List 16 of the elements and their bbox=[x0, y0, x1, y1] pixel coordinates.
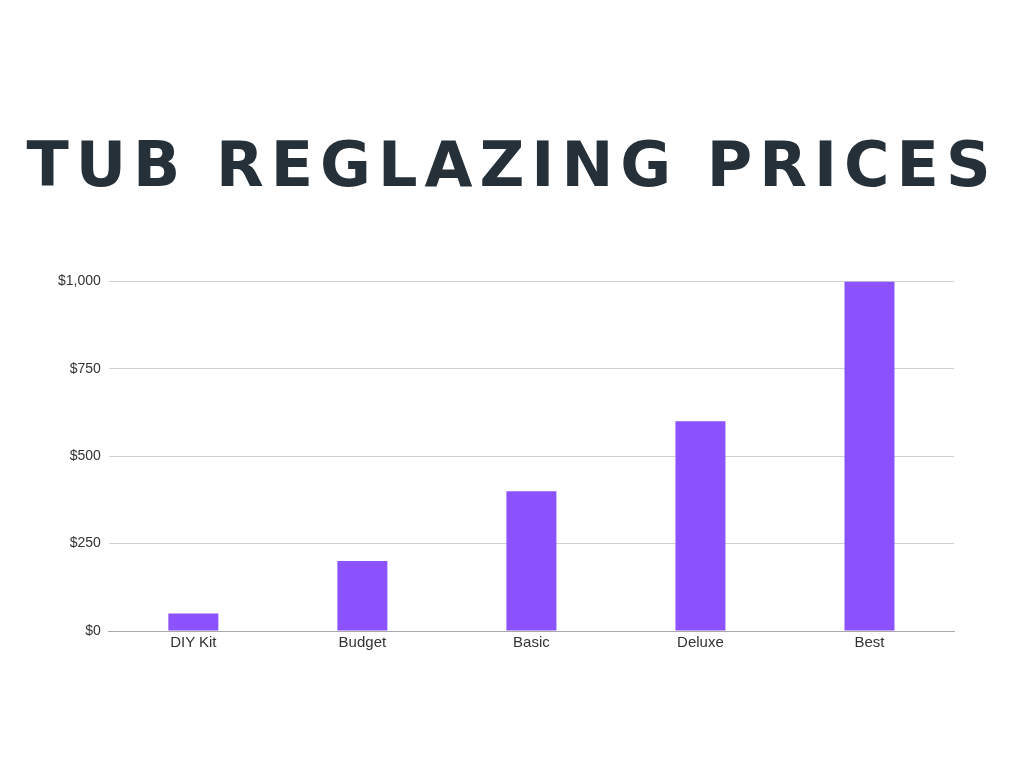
x-tick-label: Basic bbox=[513, 633, 551, 651]
y-tick-label: $1,000 bbox=[57, 272, 102, 289]
y-tick-label: $750 bbox=[69, 359, 102, 376]
chart-title: TUB REGLAZING PRICES bbox=[25, 128, 999, 201]
bar bbox=[168, 613, 219, 631]
bar bbox=[337, 561, 388, 631]
bar bbox=[675, 421, 726, 631]
y-tick-label: $0 bbox=[85, 621, 102, 638]
y-tick-label: $500 bbox=[69, 447, 102, 464]
x-tick-label: Best bbox=[854, 633, 886, 651]
bar bbox=[844, 281, 895, 631]
x-tick-label: DIY Kit bbox=[170, 633, 218, 651]
y-tick-label: $250 bbox=[69, 534, 102, 551]
x-tick-label: Deluxe bbox=[677, 633, 724, 651]
bar bbox=[506, 491, 557, 631]
x-tick-label: Budget bbox=[338, 633, 387, 651]
